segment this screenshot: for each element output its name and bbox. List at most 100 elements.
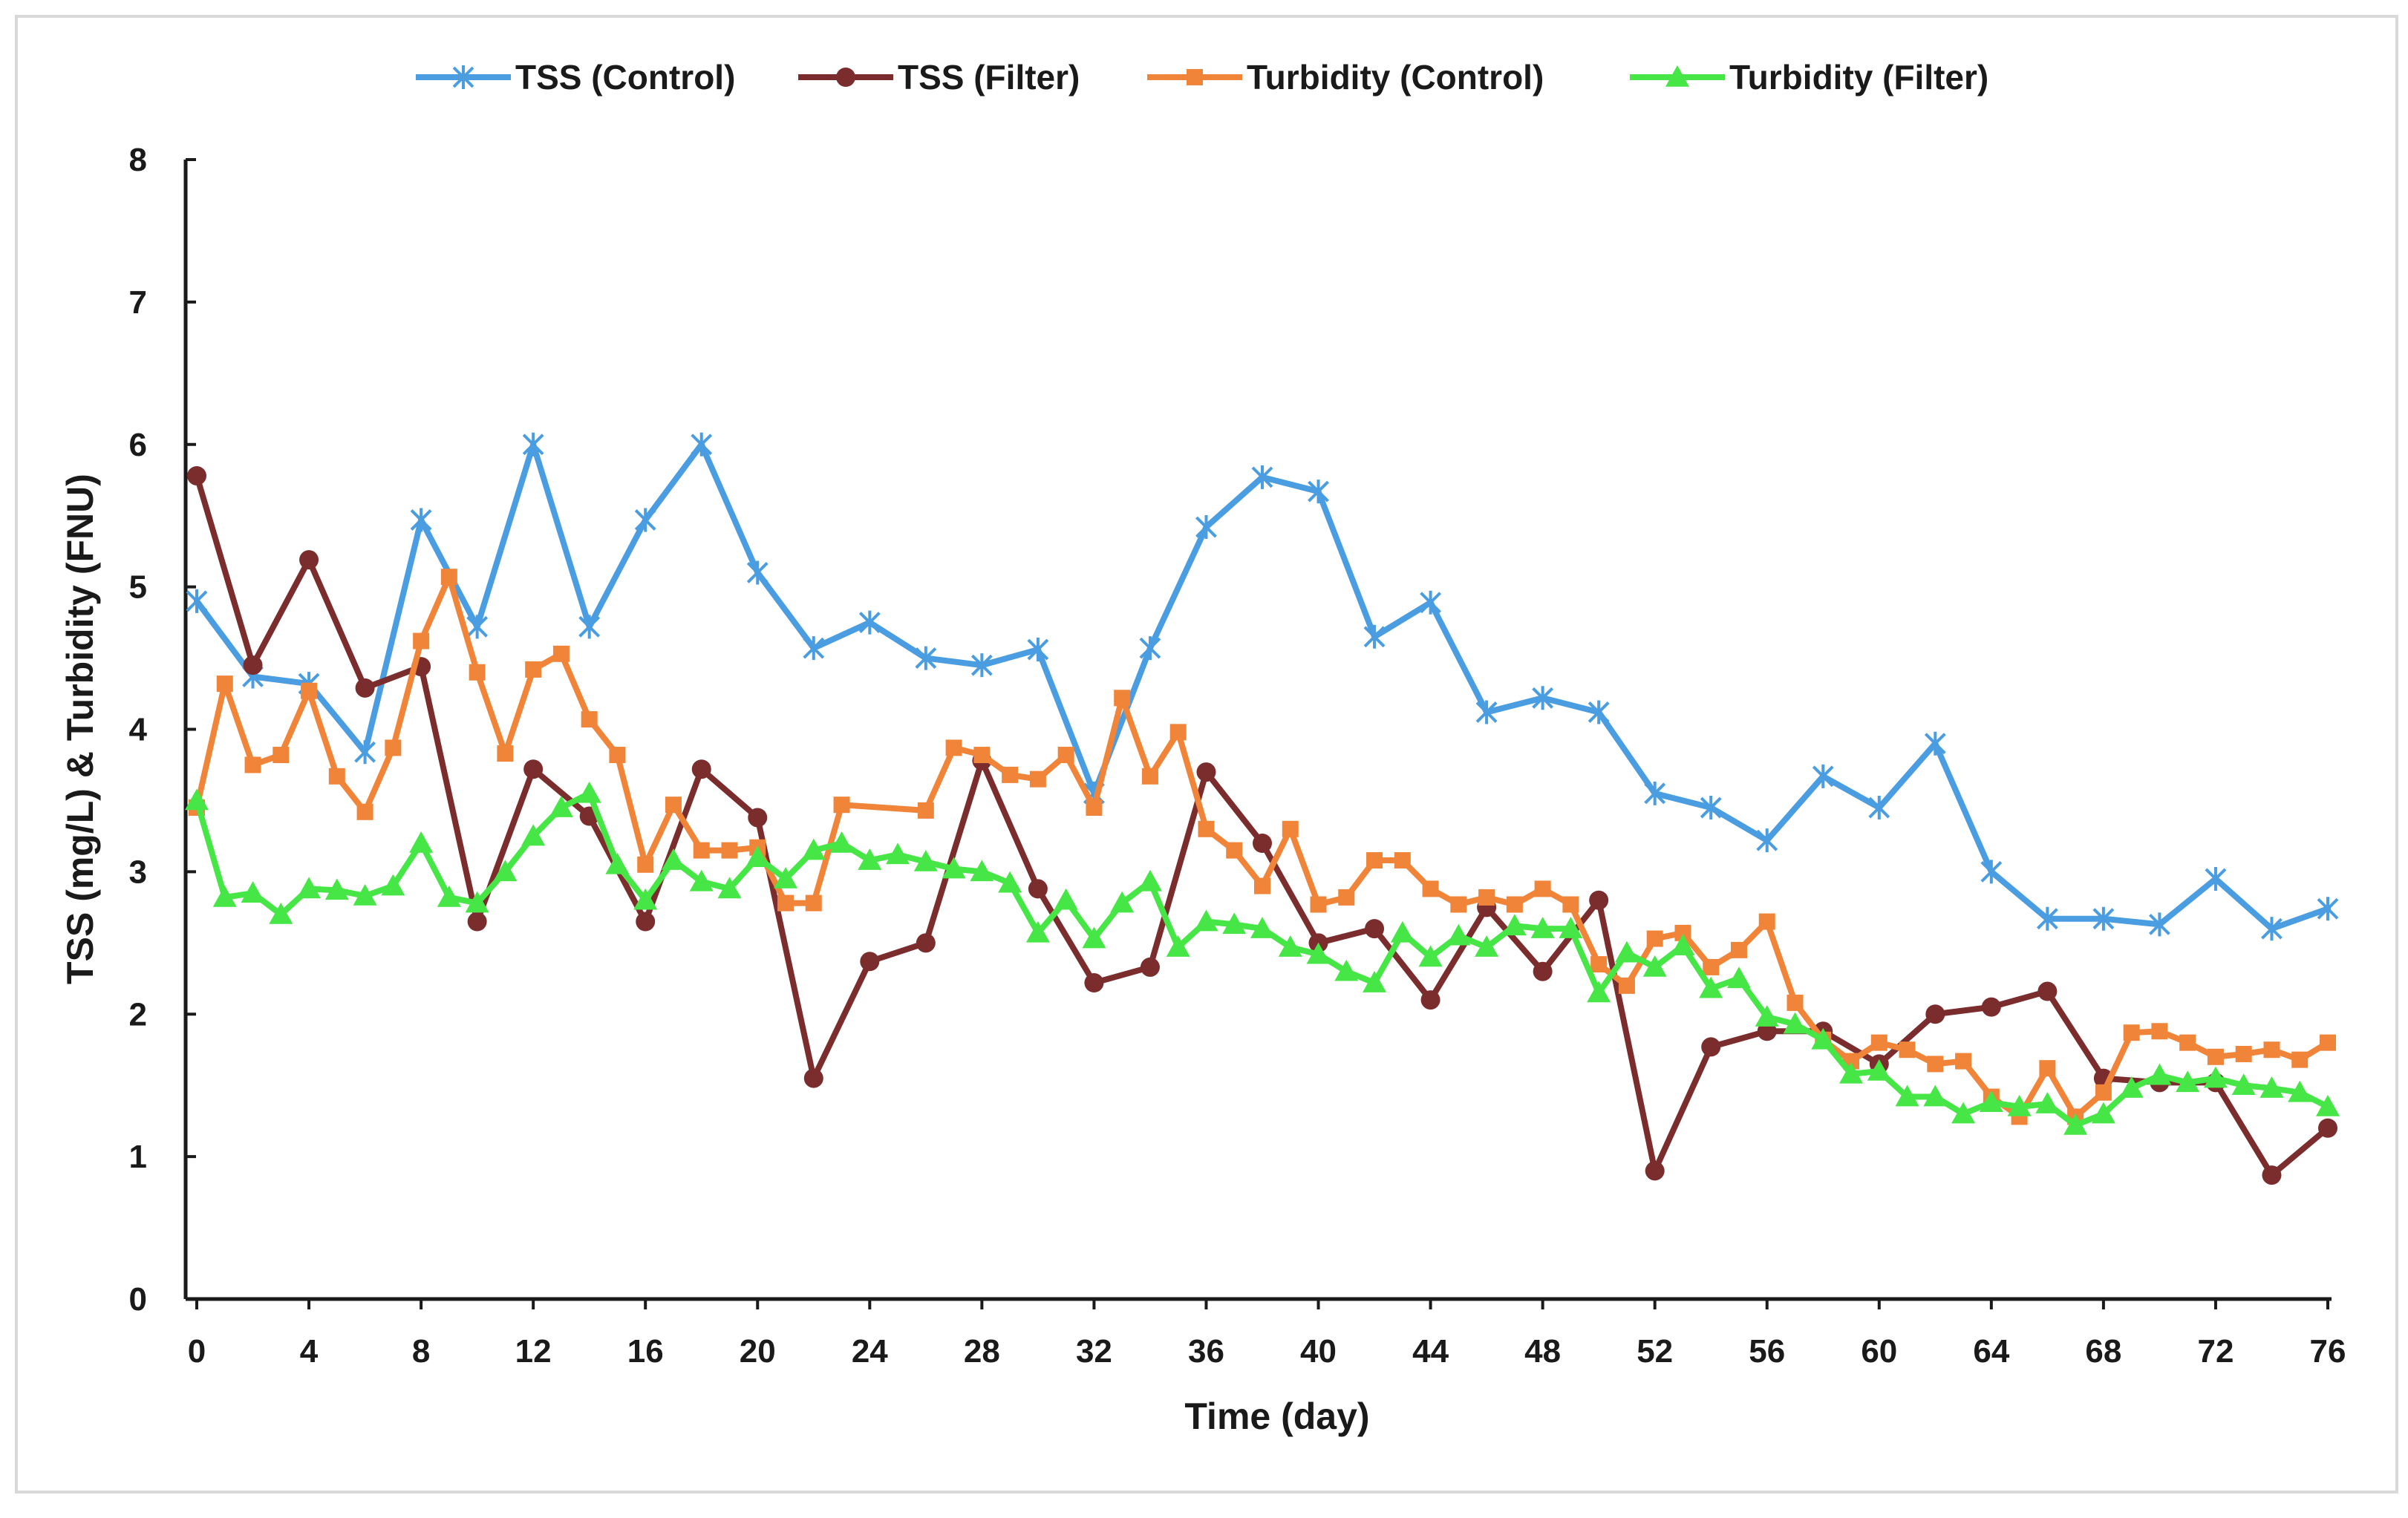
data-point-turbidity-control (665, 796, 682, 814)
x-tick-label: 4 (300, 1333, 319, 1370)
data-point-tss-control (1139, 636, 1161, 661)
data-point-tss-filter (1140, 957, 1160, 977)
x-axis-title: Time (day) (1184, 1396, 1369, 1437)
data-point-turbidity-control (805, 894, 822, 912)
data-point-tss-control (466, 615, 489, 639)
data-point-turbidity-filter (858, 848, 882, 870)
data-point-tss-control (1812, 764, 1834, 788)
y-tick-label: 2 (129, 996, 147, 1033)
data-point-turbidity-control (2179, 1034, 2196, 1051)
data-point-turbidity-filter (970, 860, 994, 882)
data-point-tss-filter (299, 550, 319, 570)
data-point-turbidity-filter (324, 878, 349, 900)
data-point-turbidity-filter (998, 871, 1022, 893)
data-point-turbidity-filter (1895, 1084, 1919, 1107)
data-point-turbidity-filter (1110, 891, 1135, 913)
data-point-turbidity-filter (1502, 914, 1527, 936)
data-point-tss-filter (355, 678, 375, 698)
data-point-turbidity-filter (1334, 959, 1359, 981)
data-point-turbidity-filter (269, 902, 293, 924)
data-point-turbidity-filter (1923, 1084, 1948, 1107)
data-point-turbidity-filter (1614, 940, 1639, 963)
series-tss-control (186, 432, 2339, 941)
x-tick-label: 12 (515, 1333, 552, 1370)
data-point-tss-control (746, 560, 769, 585)
data-point-turbidity-filter (2091, 1102, 2115, 1124)
data-point-tss-control (1924, 731, 1946, 756)
data-point-turbidity-control (1590, 956, 1608, 973)
data-point-tss-control (2317, 897, 2339, 921)
data-point-tss-control (634, 508, 656, 532)
data-point-turbidity-control (328, 768, 345, 785)
data-point-turbidity-control (216, 675, 233, 693)
data-point-turbidity-filter (1363, 971, 1387, 992)
data-point-tss-filter (1925, 1004, 1945, 1024)
data-point-turbidity-control (1758, 913, 1775, 930)
data-point-turbidity-control (1899, 1041, 1916, 1059)
series-tss-filter (187, 465, 2337, 1185)
data-point-tss-control (1532, 686, 1554, 710)
legend-label: TSS (Filter) (898, 58, 1080, 96)
data-point-turbidity-filter (1025, 920, 1050, 943)
data-point-tss-control (2205, 866, 2227, 891)
data-point-turbidity-filter (1811, 1027, 1836, 1050)
data-point-tss-filter (2318, 1118, 2337, 1138)
legend-item-tss-control: TSS (Control) (416, 58, 735, 96)
data-point-tss-filter (2262, 1165, 2282, 1185)
data-point-turbidity-filter (1699, 976, 1723, 998)
data-point-tss-filter (467, 912, 487, 932)
data-point-turbidity-filter (2035, 1092, 2060, 1113)
data-point-turbidity-control (917, 802, 934, 819)
x-tick-label: 60 (1861, 1333, 1897, 1370)
y-tick-label: 7 (129, 284, 147, 321)
y-tick-label: 3 (129, 854, 147, 890)
data-point-tss-filter (1365, 919, 1385, 939)
data-point-turbidity-filter (1166, 935, 1190, 957)
data-point-turbidity-control (1029, 771, 1046, 788)
x-tick-label: 24 (852, 1333, 888, 1370)
data-point-turbidity-control (973, 747, 991, 764)
data-point-turbidity-control (1086, 799, 1103, 817)
data-point-turbidity-filter (297, 877, 322, 899)
data-point-turbidity-filter (661, 848, 685, 870)
data-point-tss-filter (187, 465, 206, 485)
data-point-turbidity-filter (633, 888, 658, 910)
data-point-tss-control (970, 653, 993, 678)
data-point-turbidity-control (1927, 1056, 1944, 1073)
data-point-turbidity-filter (2007, 1094, 2032, 1116)
legend-label: Turbidity (Control) (1247, 58, 1544, 96)
data-point-turbidity-filter (1783, 1012, 1807, 1034)
x-tick-label: 76 (2310, 1333, 2346, 1370)
data-point-turbidity-control (1787, 994, 1804, 1011)
data-point-tss-filter (523, 759, 544, 779)
data-point-tss-filter (636, 912, 656, 932)
data-point-tss-control (1700, 796, 1722, 820)
data-point-tss-control (578, 615, 601, 639)
data-point-turbidity-filter (1587, 981, 1611, 1003)
data-point-turbidity-control (2039, 1060, 2056, 1077)
data-point-turbidity-control (1394, 852, 1411, 869)
data-point-turbidity-control (1169, 724, 1187, 741)
x-tick-label: 16 (627, 1333, 664, 1370)
data-point-turbidity-control (693, 842, 710, 859)
data-point-turbidity-filter (521, 824, 546, 846)
y-axis-ticks: 0 1 2 3 4 5 6 7 8 (129, 142, 196, 1318)
data-point-turbidity-filter (1418, 945, 1443, 967)
data-point-turbidity-filter (1082, 926, 1106, 949)
data-point-tss-control (1980, 860, 2003, 884)
data-point-tss-filter (1981, 997, 2001, 1017)
data-point-turbidity-filter (1222, 912, 1247, 935)
x-tick-label: 20 (740, 1333, 776, 1370)
data-point-tss-control (1588, 700, 1610, 724)
legend-label: TSS (Control) (515, 58, 735, 96)
x-tick-label: 44 (1412, 1333, 1449, 1370)
legend-item-turbidity-filter: Turbidity (Filter) (1630, 58, 1988, 96)
y-tick-label: 5 (129, 569, 147, 606)
data-point-turbidity-filter (1250, 917, 1274, 938)
data-point-turbidity-control (1646, 930, 1663, 947)
data-point-turbidity-filter (886, 843, 910, 865)
data-point-turbidity-filter (381, 874, 405, 896)
data-point-tss-control (354, 740, 376, 765)
x-tick-label: 68 (2085, 1333, 2121, 1370)
data-point-tss-control (2149, 912, 2170, 937)
